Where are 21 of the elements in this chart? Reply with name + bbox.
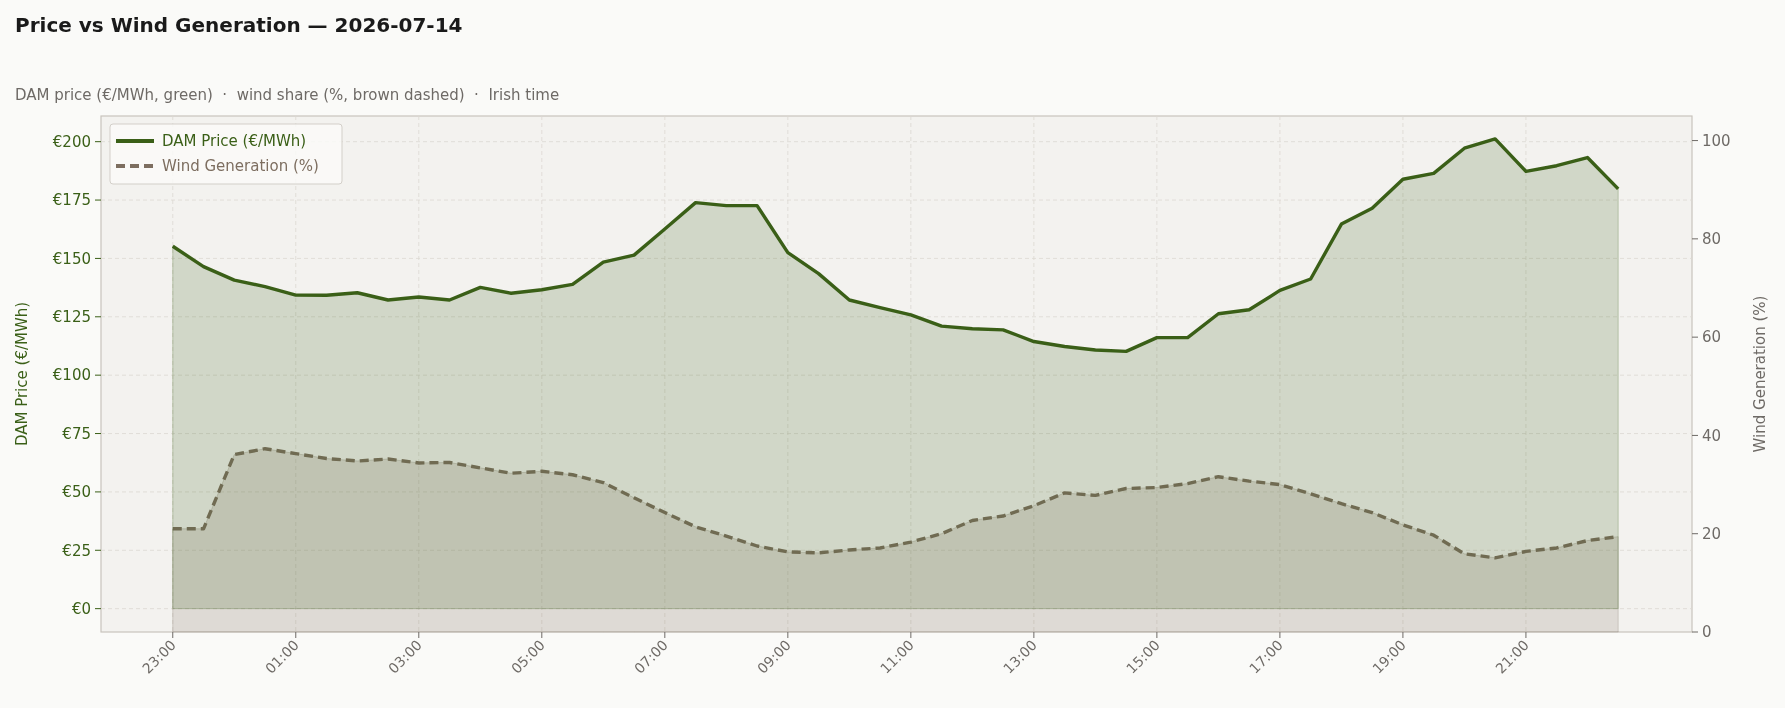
- y-axis-title: DAM Price (€/MWh): [13, 301, 31, 447]
- y-tick-label: €75: [62, 424, 91, 443]
- y2-tick-label: 0: [1702, 623, 1712, 642]
- y2-tick-label: 100: [1702, 131, 1731, 150]
- y-tick-label: €150: [52, 249, 91, 268]
- y-tick-label: €175: [52, 191, 91, 210]
- y-tick-label: €50: [62, 483, 91, 502]
- chart-title: Price vs Wind Generation — 2026-07-14: [15, 13, 463, 37]
- y-tick-label: €25: [62, 541, 91, 560]
- y-tick-label: €125: [52, 308, 91, 327]
- y-tick-label: €200: [52, 132, 91, 151]
- y2-axis-title: Wind Generation (%): [1751, 295, 1769, 453]
- y-tick-label: €0: [71, 599, 91, 618]
- y-tick-label: €100: [52, 366, 91, 385]
- y2-tick-label: 20: [1702, 524, 1722, 543]
- legend-label: Wind Generation (%): [162, 157, 319, 176]
- y2-tick-label: 40: [1702, 426, 1722, 445]
- legend-label: DAM Price (€/MWh): [162, 132, 307, 151]
- y2-tick-label: 60: [1702, 328, 1722, 347]
- chart-subtitle: DAM price (€/MWh, green) · wind share (%, brown dashed) · Irish time: [15, 86, 560, 104]
- y2-tick-label: 80: [1702, 230, 1722, 249]
